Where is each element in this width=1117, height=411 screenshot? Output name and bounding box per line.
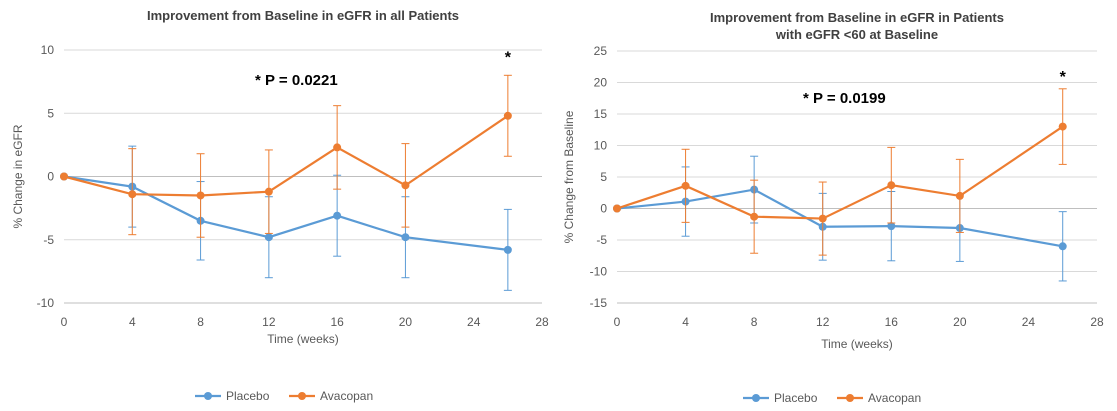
y-tick-label: 5 [600, 170, 607, 184]
y-tick-label: 5 [47, 106, 54, 120]
y-tick-label: -5 [596, 233, 607, 247]
data-point [333, 143, 342, 152]
y-tick-label: 0 [600, 202, 607, 216]
legend-marker [204, 392, 212, 400]
legend-marker [752, 394, 760, 402]
x-tick-label: 0 [61, 315, 68, 329]
x-tick-label: 28 [1090, 315, 1104, 329]
significance-star: * [505, 49, 512, 66]
chart-title: Improvement from Baseline in eGFR in all… [147, 8, 459, 23]
y-tick-label: 20 [594, 76, 608, 90]
x-tick-label: 16 [330, 315, 344, 329]
series-avacopan [613, 88, 1067, 256]
x-tick-label: 20 [953, 315, 967, 329]
data-point [128, 190, 137, 199]
y-tick-label: -15 [590, 296, 608, 310]
y-axis-label: % Change in eGFR [11, 124, 25, 228]
data-point [887, 222, 896, 231]
y-tick-label: -5 [43, 233, 54, 247]
y-axis-label: % Change from Baseline [562, 110, 576, 243]
y-tick-label: -10 [590, 265, 608, 279]
x-tick-label: 8 [751, 315, 758, 329]
x-tick-label: 16 [885, 315, 899, 329]
x-tick-label: 24 [467, 315, 481, 329]
data-point [955, 191, 964, 200]
chart-2: Improvement from Baseline in eGFR in Pat… [562, 10, 1104, 405]
legend: Placebo Avacopan [743, 391, 921, 405]
x-tick-label: 8 [197, 315, 204, 329]
chart-title: Improvement from Baseline in eGFR in Pat… [710, 10, 1004, 25]
x-axis-label: Time (weeks) [821, 337, 893, 351]
y-tick-label: 10 [594, 139, 608, 153]
x-tick-label: 4 [129, 315, 136, 329]
data-point [887, 181, 896, 190]
data-point [60, 172, 68, 181]
y-tick-label: 10 [41, 43, 55, 57]
data-point [503, 245, 512, 254]
x-tick-label: 0 [614, 315, 621, 329]
legend: Placebo Avacopan [195, 389, 373, 403]
data-point [264, 187, 273, 196]
series-avacopan [60, 74, 512, 238]
y-tick-label: 0 [47, 170, 54, 184]
legend-marker [846, 394, 854, 402]
y-tick-label: -10 [37, 296, 55, 310]
data-point [750, 212, 759, 221]
data-point [1058, 242, 1067, 251]
p-value-annotation: * P = 0.0199 [803, 90, 886, 107]
series-placebo [613, 155, 1067, 282]
data-point [503, 111, 512, 120]
data-point [681, 181, 690, 190]
series-placebo [60, 145, 512, 291]
p-value-annotation: * P = 0.0221 [255, 72, 338, 89]
data-point [1058, 122, 1067, 131]
x-axis-label: Time (weeks) [267, 332, 339, 346]
significance-star: * [1060, 69, 1067, 86]
x-tick-label: 28 [535, 315, 549, 329]
data-point [401, 233, 410, 242]
legend-marker [298, 392, 306, 400]
chart-1: Improvement from Baseline in eGFR in all… [11, 8, 549, 403]
data-point [196, 191, 205, 200]
x-tick-label: 20 [399, 315, 413, 329]
legend-label: Avacopan [320, 389, 373, 403]
legend-label: Placebo [774, 391, 818, 405]
x-tick-label: 12 [262, 315, 276, 329]
chart-title: with eGFR <60 at Baseline [775, 27, 938, 42]
x-tick-label: 24 [1022, 315, 1036, 329]
legend-label: Avacopan [868, 391, 921, 405]
data-point [613, 204, 621, 213]
x-tick-label: 4 [682, 315, 689, 329]
data-point [333, 211, 342, 220]
y-tick-label: 25 [594, 44, 608, 58]
legend-label: Placebo [226, 389, 270, 403]
data-point [818, 214, 827, 223]
y-tick-label: 15 [594, 107, 608, 121]
x-tick-label: 12 [816, 315, 830, 329]
data-point [264, 233, 273, 242]
data-point [401, 181, 410, 190]
